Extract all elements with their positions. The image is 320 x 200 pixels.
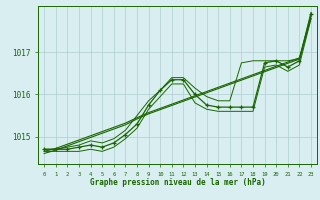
X-axis label: Graphe pression niveau de la mer (hPa): Graphe pression niveau de la mer (hPa) <box>90 178 266 187</box>
